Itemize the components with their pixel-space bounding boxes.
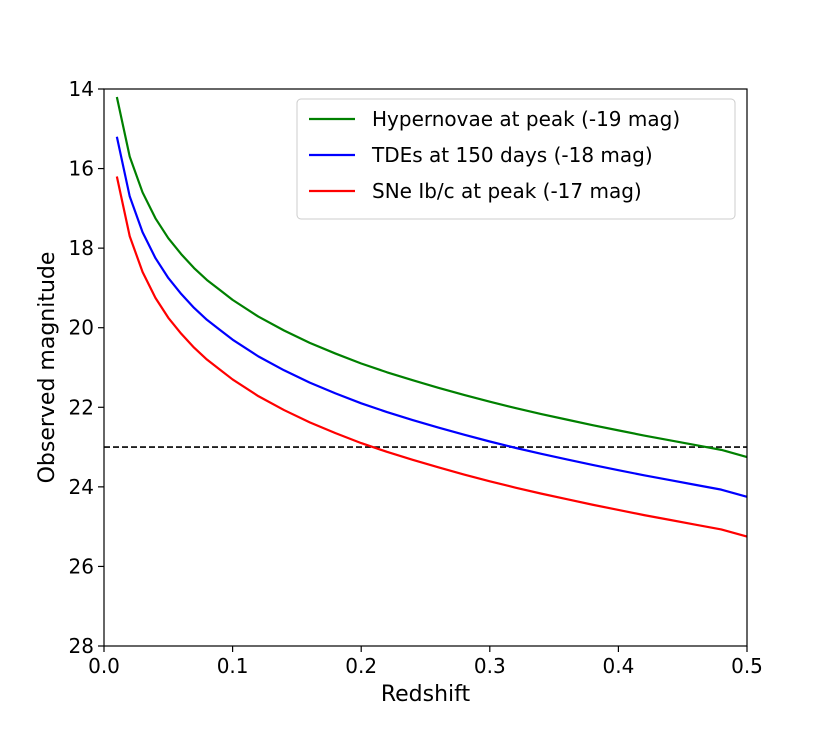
x-axis-label: Redshift — [381, 682, 471, 707]
x-tick-label: 0.4 — [602, 654, 634, 678]
axes-frame — [103, 88, 748, 647]
x-tick-label: 0.3 — [474, 654, 506, 678]
x-axis-ticks: 0.0 0.1 0.2 0.3 0.4 0.5 — [88, 646, 763, 678]
x-tick-label: 0.1 — [217, 654, 249, 678]
x-tick-label: 0.0 — [88, 654, 120, 678]
y-axis-label: Observed magnitude — [35, 252, 60, 484]
y-axis-ticks: 14 16 18 20 22 24 26 28 — [69, 77, 104, 658]
y-tick-label: 22 — [69, 395, 94, 419]
legend-label: TDEs at 150 days (-18 mag) — [371, 143, 653, 167]
series-line-3 — [115, 176, 748, 538]
series-line-1 — [115, 96, 748, 459]
x-tick-label: 0.2 — [345, 654, 377, 678]
y-tick-label: 28 — [69, 634, 94, 658]
series-line-2 — [115, 136, 748, 498]
y-tick-label: 24 — [69, 475, 94, 499]
y-tick-label: 20 — [69, 316, 94, 340]
y-tick-label: 14 — [69, 77, 94, 101]
legend: Hypernovae at peak (-19 mag) TDEs at 150 … — [296, 98, 736, 220]
legend-label: SNe Ib/c at peak (-17 mag) — [372, 179, 642, 203]
x-tick-label: 0.5 — [731, 654, 763, 678]
y-tick-label: 18 — [69, 236, 94, 260]
legend-label: Hypernovae at peak (-19 mag) — [372, 107, 680, 131]
legend-box — [296, 98, 736, 220]
y-tick-label: 16 — [69, 157, 94, 181]
y-tick-label: 26 — [69, 554, 94, 578]
series-layer — [115, 96, 748, 538]
